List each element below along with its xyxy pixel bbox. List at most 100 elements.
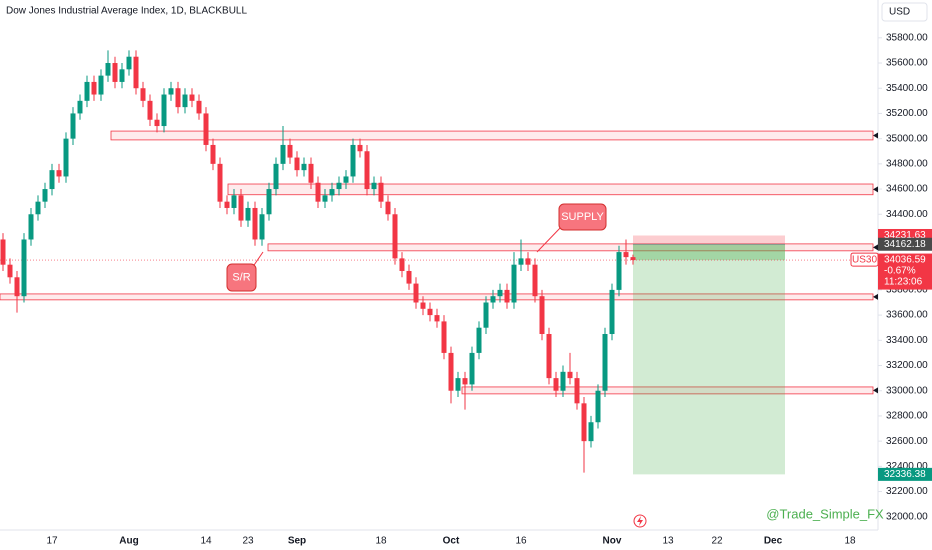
candle-body [497,289,503,297]
candle-body [308,163,314,183]
chart-title: Dow Jones Industrial Average Index, 1D, … [6,6,247,17]
candle-body [112,63,118,82]
y-tick-label: 35000.00 [886,133,928,144]
candle-body [0,239,6,265]
candle-body [133,56,139,89]
candle-body [588,422,594,442]
candle-body [203,113,209,145]
x-tick-label: 14 [200,536,212,547]
x-tick-label: 13 [662,536,674,547]
candle-body [455,378,461,391]
candle-body [189,94,195,101]
price-tag [878,237,932,251]
candle-body [42,189,48,202]
candle-body [385,201,391,215]
candle-body [98,75,104,95]
candle-body [294,157,300,171]
candle-body [105,63,111,76]
candle-body [343,176,349,183]
x-tick-label: 22 [711,536,723,547]
candle-body [539,296,545,335]
candle-body [175,88,181,108]
candle-body [483,302,489,328]
candle-body [280,144,286,164]
candle-body [28,214,34,240]
price-tag [878,467,932,481]
x-tick-label: 17 [46,536,58,547]
candle-body [434,315,440,322]
candle-body [525,258,531,265]
candle-body [567,371,573,379]
y-tick-label: 32200.00 [886,486,928,497]
currency-button[interactable] [881,2,928,22]
candle-body [56,170,62,177]
candle-body [504,289,510,303]
y-tick-label: 33800.00 [886,285,928,296]
callout-box [558,203,607,231]
sr-zone [110,130,874,141]
candle-body [399,258,405,271]
candle-body [77,100,83,114]
candle-body [196,100,202,114]
y-tick-label: 32000.00 [886,511,928,522]
candle-body [119,69,125,82]
symbol-label: US30 [852,255,877,266]
zone-arrow [873,293,878,300]
callout-text: SUPPLY [561,211,604,223]
candle-body [560,371,566,391]
candle-body [14,277,20,297]
y-tick-label: 33000.00 [886,385,928,396]
x-tick-label: 18 [844,536,856,547]
y-tick-label: 33400.00 [886,335,928,346]
candle-body [252,207,258,240]
candle-body [84,81,90,101]
candle-body [406,270,412,284]
zone-arrow [873,244,878,251]
y-tick-label: 34400.00 [886,209,928,220]
candle-body [301,163,307,171]
candle-body [287,144,293,158]
target-area [633,244,785,475]
zone-arrow [873,132,878,139]
candle-body [266,189,272,215]
x-tick-label: Nov [603,536,622,547]
candle-body [518,258,524,265]
candle-body [161,94,167,127]
y-tick-label: 35800.00 [886,32,928,43]
y-tick-label: 32800.00 [886,411,928,422]
currency-label[interactable]: USD [889,7,910,18]
candle-body [322,195,328,202]
candle-body [357,144,363,152]
y-tick-label: 34800.00 [886,158,928,169]
candle-body [35,201,41,215]
candle-body [609,289,615,335]
candle-body [392,214,398,259]
candle-body [441,321,447,353]
candle-body [168,88,174,95]
callout-pointer [536,225,563,253]
stop-area [633,235,785,245]
candle-body [259,214,265,240]
zone-arrow [873,387,878,394]
candle-body [476,327,482,353]
y-tick-label: 35200.00 [886,108,928,119]
change-label: -0.67% [884,266,916,277]
candle-body [350,144,356,177]
alert-icon[interactable] [633,514,647,528]
candle-body [210,144,216,164]
candle-body [511,264,517,303]
x-tick-label: Aug [119,536,138,547]
candle-body [238,195,244,221]
candle-body [420,302,426,309]
x-tick-label: Dec [764,536,783,547]
sr-zone [461,386,874,395]
candle-body [448,352,454,391]
open-profit-area [633,244,785,261]
candle-body [546,334,552,379]
callout-box [226,263,257,292]
x-tick-label: 23 [242,536,254,547]
candle-body [378,182,384,202]
y-tick-label: 33200.00 [886,360,928,371]
candle-body [427,308,433,316]
